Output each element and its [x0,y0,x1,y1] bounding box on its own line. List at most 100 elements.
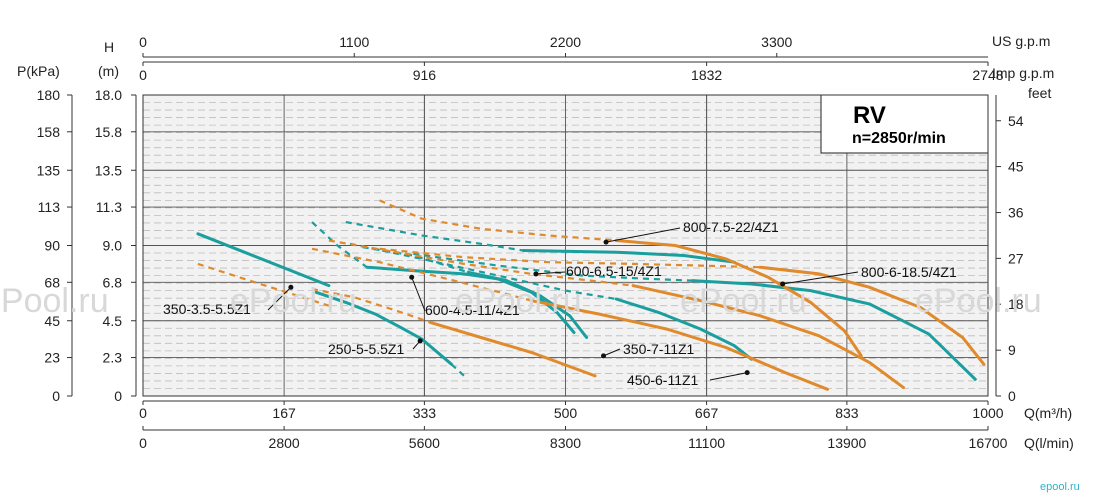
x-lmin-tick-label: 5600 [409,435,440,451]
series-line-6 [521,249,736,264]
p-axis-tick-label: 90 [44,238,60,254]
series-line-5 [690,279,977,381]
h-axis-tick-label: 2.3 [103,350,123,366]
x-m3h-tick-label: 333 [413,405,437,421]
feet-axis-tick-label: 0 [1008,388,1016,404]
annotation-leader [782,271,859,285]
x-lmin-tick-label: 13900 [827,435,866,451]
imp-gpm-tick-label: 2748 [972,67,1003,83]
feet-axis-tick-label: 27 [1008,250,1024,266]
feet-axis-tick-label: 18 [1008,296,1024,312]
h-axis-tick-label: 13.5 [95,162,122,178]
annotation-leader [709,372,748,381]
imp-gpm-tick-label: 916 [413,67,437,83]
series-line-9 [530,299,829,391]
us-gpm-tick-label: 2200 [550,34,581,50]
x-lmin-tick-label: 11100 [688,435,725,451]
imp-gpm-axis-title: Imp g.p.m [992,65,1054,81]
annotation-label: 800-6-18.5/4Z1 [861,264,957,280]
axes: 02.34.56.89.011.313.515.818.002345689011… [37,34,1024,451]
p-axis-title: P(kPa) [17,63,60,79]
annotation-leader [267,286,292,311]
leaders: 800-7.5-22/4Z1 600-6.5-15/4Z1 800-6-18.5/4… [163,219,957,388]
watermark-5: ePool.ru [915,282,1042,320]
p-axis-tick-label: 135 [37,162,61,178]
h-axis-tick-label: 0 [114,388,122,404]
plot-frame [142,94,989,397]
h-axis-tick-label: 11.3 [96,199,122,215]
feet-axis-tick-label: 45 [1008,159,1024,175]
series-line-10 [631,284,905,390]
x-m3h-axis-title: Q(m³/h) [1024,405,1072,421]
annotation-label: 800-7.5-22/4Z1 [683,219,779,235]
x-lmin-tick-label: 0 [139,435,147,451]
series-line-12 [614,239,863,358]
annotation-dot [533,271,539,277]
series-line-3 [466,270,589,339]
annotation-dot [601,353,607,359]
h-axis-title-2: (m) [98,63,119,79]
x-m3h-tick-label: 1000 [972,405,1003,421]
series-line-0 [196,232,331,288]
annotation-leader [411,277,426,312]
p-axis-tick-label: 45 [44,313,60,329]
p-axis-tick-label: 23 [44,350,60,366]
series-dashed-1 [450,363,465,377]
annotation-leader [605,227,681,243]
annotation-label: 600-4.5-11/4Z1 [425,302,520,318]
annotation-dot [288,284,294,290]
annotation-label: 350-3.5-5.5Z1 [163,301,251,317]
annotation-dot [409,274,415,280]
x-m3h-tick-label: 833 [835,405,859,421]
h-axis-tick-label: 9.0 [103,238,123,254]
series-line-1 [314,290,453,366]
annotation-dot [603,239,609,245]
annotation-label: 450-6-11Z1 [627,372,699,388]
p-axis-tick-label: 0 [52,388,60,404]
series-line-4 [614,297,753,361]
feet-axis-title: feet [1028,85,1051,101]
annotation-dot [417,338,423,344]
curves [196,199,986,391]
series-dashed-2 [311,221,368,269]
x-m3h-tick-label: 500 [554,405,578,421]
chart-title: RV [853,102,886,129]
imp-gpm-tick-label: 1832 [691,67,722,83]
series-dashed-6 [345,221,524,252]
p-axis-tick-label: 180 [37,87,61,103]
h-axis-tick-label: 4.5 [103,313,123,329]
chart-subtitle: n=2850r/min [852,130,946,147]
annotation-label: 600-6.5-15/4Z1 [566,263,662,279]
series-dashed-3 [362,246,469,274]
h-axis-title-1: H [104,39,114,55]
series-dashed-9 [311,247,532,302]
series-dashed-11 [379,247,760,269]
x-lmin-tick-label: 8300 [550,435,581,451]
x-lmin-axis-title: Q(l/min) [1024,435,1074,451]
p-axis-tick-label: 68 [44,274,60,290]
annotation-dot [744,370,750,376]
annotation-label: 350-7-11Z1 [623,341,695,357]
imp-gpm-tick-label: 0 [139,67,147,83]
series-line-8 [428,320,597,378]
watermark-3: ePool.ru [455,282,582,320]
watermark-2: ePool.ru [230,282,357,320]
p-axis-tick-label: 113 [38,199,61,215]
feet-axis-tick-label: 9 [1008,342,1016,358]
watermark-1: ePool.ru [0,282,109,320]
h-axis-tick-label: 6.8 [103,274,123,290]
watermark-4: ePool.ru [680,282,807,320]
series-line-11 [758,265,986,366]
x-m3h-tick-label: 0 [139,405,147,421]
annotation-leader [603,348,621,357]
x-lmin-tick-label: 16700 [969,435,1008,451]
h-axis-tick-label: 15.8 [95,124,122,140]
feet-axis-tick-label: 54 [1008,113,1024,129]
annotation-leader [535,271,566,275]
us-gpm-axis-title: US g.p.m [992,33,1050,49]
corner-logo: epool.ru [1040,481,1080,493]
x-m3h-tick-label: 667 [695,405,719,421]
feet-axis-tick-label: 36 [1008,205,1024,221]
h-axis-tick-label: 18.0 [95,87,122,103]
